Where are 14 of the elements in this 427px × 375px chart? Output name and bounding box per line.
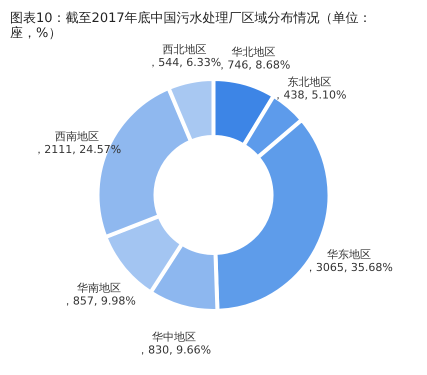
slice-label: 华东地区 bbox=[326, 248, 371, 261]
chart-title: 图表10：截至2017年底中国污水处理厂区域分布情况（单位：座，%） bbox=[10, 10, 372, 41]
slice-label: 华中地区 bbox=[152, 330, 196, 344]
data-label: ，830, 9.66% bbox=[137, 344, 212, 357]
slice-label: 华北地区 bbox=[231, 45, 276, 58]
data-label: ，544, 6.33% bbox=[147, 56, 222, 69]
data-label: ，2111, 24.57% bbox=[33, 143, 122, 156]
slice-label: 东北地区 bbox=[287, 75, 332, 88]
slice-label: 西北地区 bbox=[162, 42, 206, 56]
data-label: ，3065, 35.68% bbox=[304, 260, 393, 274]
data-label: ，857, 9.98% bbox=[62, 294, 136, 308]
slice-label: 华南地区 bbox=[76, 282, 121, 295]
slice-label: 西南地区 bbox=[55, 130, 100, 144]
data-label: ，438, 5.10% bbox=[272, 88, 346, 102]
